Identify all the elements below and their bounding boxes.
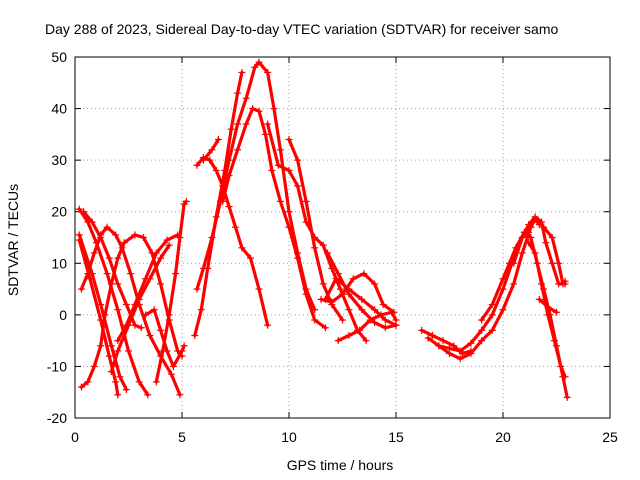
series-trace xyxy=(287,137,345,322)
plot-frame xyxy=(74,56,611,419)
x-tick-label: 25 xyxy=(602,429,618,445)
axis-ticks: 0 5 10 15 20 25 -20 -10 0 10 20 30 40 50 xyxy=(47,49,618,445)
series-arc-12 xyxy=(191,68,246,339)
series-arc-15 xyxy=(219,105,329,332)
x-tick-label: 20 xyxy=(495,429,511,445)
series-arc-10 xyxy=(152,197,190,386)
series-trace xyxy=(77,207,150,397)
y-tick-label: -20 xyxy=(47,410,67,426)
y-tick-label: -10 xyxy=(47,358,67,374)
series-arc-17 xyxy=(285,136,346,324)
x-tick-label: 15 xyxy=(388,429,404,445)
y-tick-label: 40 xyxy=(51,101,67,117)
y-tick-label: 10 xyxy=(51,255,67,271)
series-arc-14 xyxy=(199,136,222,164)
x-tick-label: 0 xyxy=(71,429,79,445)
series-trace xyxy=(193,70,244,338)
y-tick-label: 50 xyxy=(51,49,67,65)
series-trace xyxy=(221,107,327,330)
series-arc-16 xyxy=(264,120,370,345)
y-tick-label: 30 xyxy=(51,152,67,168)
series-trace xyxy=(266,122,368,343)
series-arc-13 xyxy=(193,154,272,329)
series-arc-28 xyxy=(525,239,569,381)
series-arc-01 xyxy=(75,205,152,399)
chart-title: Day 288 of 2023, Sidereal Day-to-day VTE… xyxy=(45,21,558,37)
series-arc-21 xyxy=(324,249,400,332)
series-arc-30 xyxy=(535,295,560,316)
series-arc-29 xyxy=(540,223,569,288)
y-tick-label: 20 xyxy=(51,204,67,220)
y-axis-label: SDTVAR / TECUs xyxy=(5,184,21,296)
x-axis-label: GPS time / hours xyxy=(287,457,394,473)
x-tick-label: 5 xyxy=(178,429,186,445)
series-arc-03 xyxy=(75,236,122,399)
data-series xyxy=(75,58,571,401)
y-tick-label: 0 xyxy=(59,307,67,323)
series-arc-09 xyxy=(107,241,173,376)
series-trace xyxy=(319,272,396,314)
series-trace xyxy=(195,156,270,327)
x-tick-label: 10 xyxy=(281,429,297,445)
